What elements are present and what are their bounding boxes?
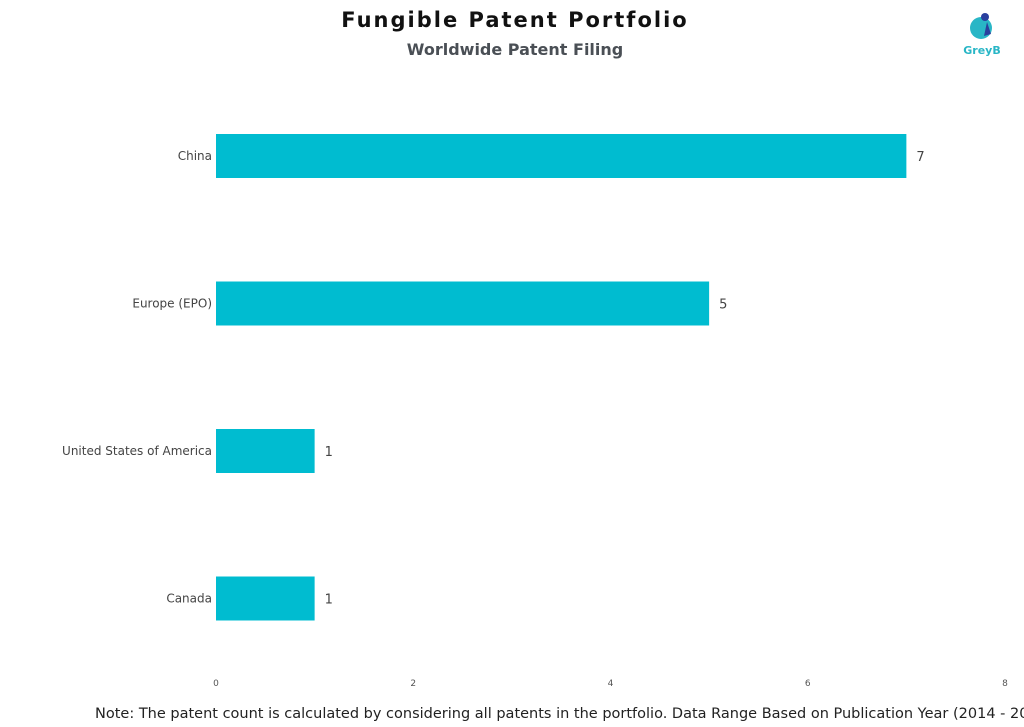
footer-note: Note: The patent count is calculated by … bbox=[95, 706, 1024, 722]
x-tick-label: 4 bbox=[608, 679, 614, 689]
category-label: China bbox=[178, 149, 212, 163]
bar bbox=[216, 134, 906, 178]
data-label: 7 bbox=[916, 150, 924, 165]
x-tick-label: 6 bbox=[805, 679, 811, 689]
bar bbox=[216, 577, 315, 621]
data-label: 1 bbox=[325, 593, 333, 608]
x-tick-label: 0 bbox=[213, 679, 219, 689]
bar bbox=[216, 429, 315, 473]
category-label: Canada bbox=[166, 592, 212, 606]
category-label: United States of America bbox=[62, 444, 212, 458]
category-label: Europe (EPO) bbox=[132, 297, 212, 311]
x-tick-label: 2 bbox=[410, 679, 416, 689]
x-tick-label: 8 bbox=[1002, 679, 1008, 689]
data-label: 1 bbox=[325, 445, 333, 460]
bar bbox=[216, 282, 709, 326]
data-label: 5 bbox=[719, 298, 727, 313]
